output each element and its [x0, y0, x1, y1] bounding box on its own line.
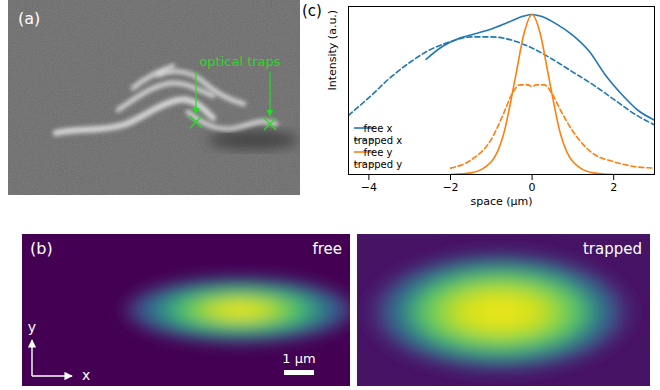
svg-text:free y: free y	[364, 147, 393, 158]
svg-text:Intensity (a.u.): Intensity (a.u.)	[326, 10, 339, 91]
svg-text:space (μm): space (μm)	[470, 195, 532, 208]
html-text:(c): (c)	[302, 2, 322, 20]
svg-text:1 μm: 1 μm	[282, 351, 315, 366]
svg-text:(b): (b)	[30, 239, 53, 258]
svg-text:−4: −4	[361, 181, 377, 194]
svg-text:2: 2	[610, 181, 617, 194]
svg-text:free: free	[312, 240, 342, 258]
svg-text:trapped x: trapped x	[354, 135, 403, 146]
svg-text:trapped: trapped	[583, 240, 642, 258]
svg-text:trapped y: trapped y	[354, 159, 403, 170]
svg-text:−2: −2	[442, 181, 458, 194]
svg-text:y: y	[28, 319, 36, 335]
svg-text:free x: free x	[364, 123, 393, 134]
svg-text:x: x	[82, 367, 90, 383]
svg-text:optical traps: optical traps	[199, 54, 280, 69]
svg-text:0: 0	[529, 181, 536, 194]
svg-text:(a): (a)	[18, 9, 40, 28]
